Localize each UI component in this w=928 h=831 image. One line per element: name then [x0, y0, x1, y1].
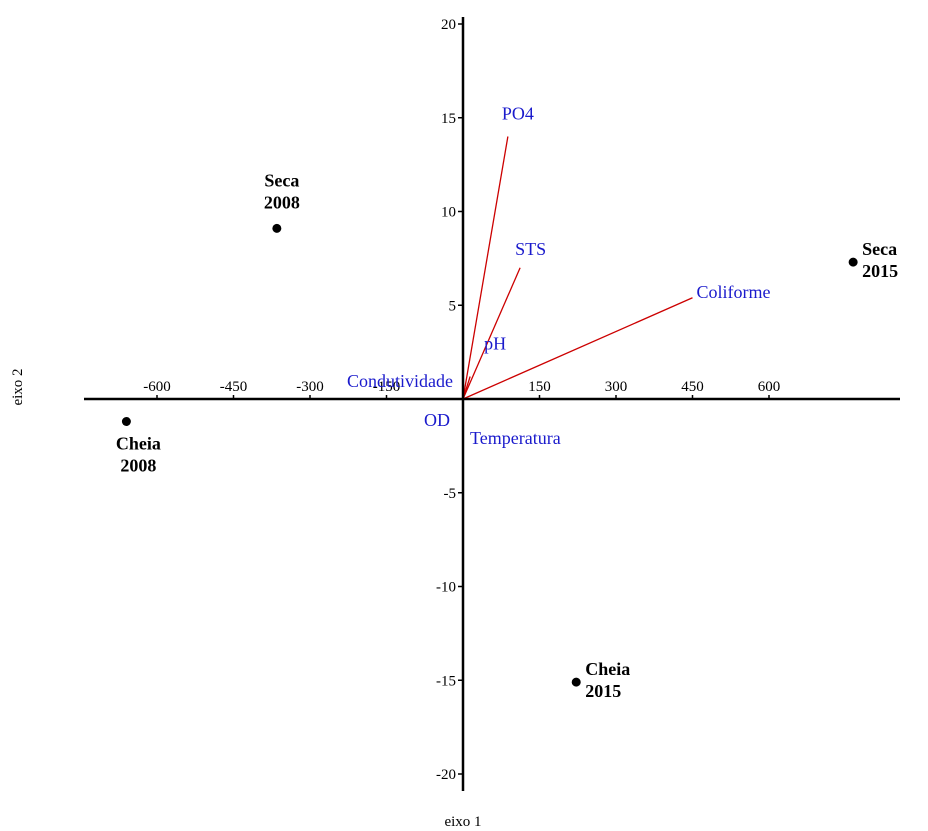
- data-point: [272, 223, 282, 233]
- vector-label-od: OD: [424, 410, 450, 430]
- data-point: [571, 677, 581, 687]
- vectors-layer: [462, 136, 693, 400]
- x-tick-label: -150: [373, 379, 401, 395]
- x-tick-label: 450: [681, 379, 704, 395]
- y-tick-label: -15: [436, 673, 456, 689]
- y-tick-label: -5: [444, 486, 457, 502]
- x-axis-title: eixo 1: [444, 814, 481, 830]
- x-tick-label: 150: [528, 379, 551, 395]
- point-label: Cheia: [585, 659, 630, 679]
- vector-coliforme: [462, 297, 693, 400]
- point-label: 2015: [585, 681, 621, 701]
- vector-labels-layer: PO4 STS Coliforme pH Condutividade OD Temperat…: [347, 104, 771, 449]
- data-point: [848, 257, 858, 267]
- vector-label-coliforme: Coliforme: [697, 282, 771, 302]
- point-label: Cheia: [116, 434, 161, 454]
- y-axis-title: eixo 2: [10, 368, 26, 405]
- vector-po4: [462, 136, 509, 400]
- y-tick-label: 20: [441, 17, 456, 33]
- x-tick-label: 600: [758, 379, 781, 395]
- vector-label-ph: pH: [484, 334, 506, 354]
- data-point: [121, 417, 131, 426]
- x-tick-label: -450: [220, 379, 248, 395]
- y-tick-label: -20: [436, 767, 456, 783]
- point-label: 2008: [120, 456, 156, 476]
- vector-label-po4: PO4: [502, 104, 534, 124]
- point-label: 2008: [264, 192, 300, 212]
- vector-label-temperatura: Temperatura: [470, 428, 561, 448]
- y-tick-label: 5: [449, 298, 457, 314]
- x-tick-label: -300: [296, 379, 324, 395]
- vector-label-condutividade: Condutividade: [347, 371, 453, 391]
- vector-label-sts: STS: [515, 239, 546, 259]
- y-tick-label: 15: [441, 111, 456, 127]
- ticks-layer: -600 -450 -300 -150 150 300 450 600 -20 -15 -10 -5 5…: [143, 17, 780, 783]
- point-label: 2015: [862, 261, 898, 281]
- y-tick-label: -10: [436, 580, 456, 596]
- point-label: Seca: [264, 170, 299, 190]
- vector-sts: [462, 267, 521, 400]
- x-tick-label: -600: [143, 379, 171, 395]
- axes-layer: [84, 17, 900, 791]
- y-tick-label: 10: [441, 205, 456, 221]
- point-label: Seca: [862, 239, 897, 259]
- x-tick-label: 300: [605, 379, 628, 395]
